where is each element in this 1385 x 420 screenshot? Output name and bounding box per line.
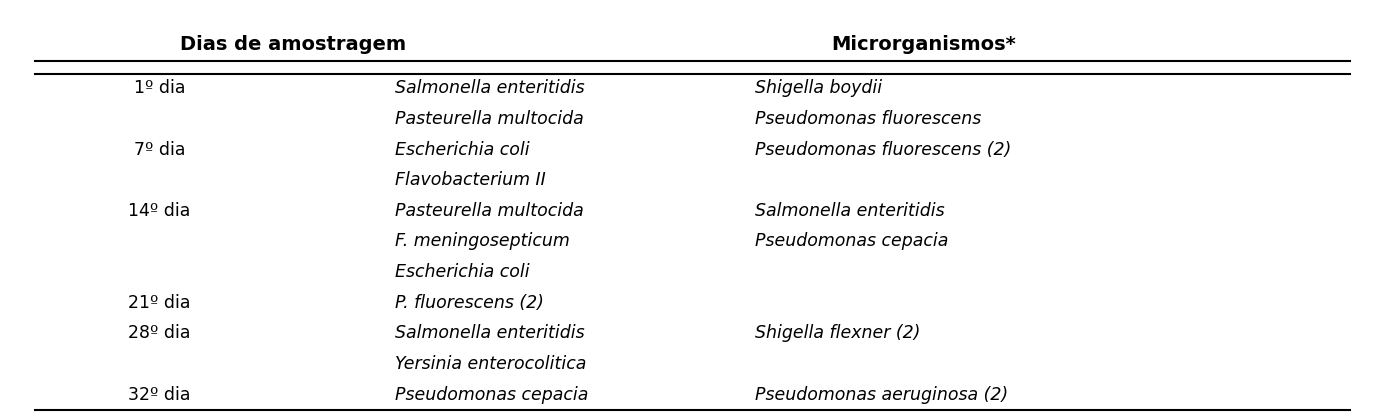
Text: Pseudomonas cepacia: Pseudomonas cepacia xyxy=(395,386,589,404)
Text: Flavobacterium II: Flavobacterium II xyxy=(395,171,546,189)
Text: Yersinia enterocolitica: Yersinia enterocolitica xyxy=(395,355,586,373)
Text: Dias de amostragem: Dias de amostragem xyxy=(180,34,406,54)
Text: Pasteurella multocida: Pasteurella multocida xyxy=(395,202,583,220)
Text: Microrganismos*: Microrganismos* xyxy=(831,34,1015,54)
Text: Pseudomonas fluorescens: Pseudomonas fluorescens xyxy=(755,110,981,128)
Text: Pseudomonas fluorescens (2): Pseudomonas fluorescens (2) xyxy=(755,141,1011,158)
Text: 28º dia: 28º dia xyxy=(127,325,191,342)
Text: Escherichia coli: Escherichia coli xyxy=(395,141,529,158)
Text: F. meningosepticum: F. meningosepticum xyxy=(395,233,569,250)
Text: 7º dia: 7º dia xyxy=(133,141,186,158)
Text: Salmonella enteritidis: Salmonella enteritidis xyxy=(755,202,945,220)
Text: Pasteurella multocida: Pasteurella multocida xyxy=(395,110,583,128)
Text: P. fluorescens (2): P. fluorescens (2) xyxy=(395,294,543,312)
Text: Escherichia coli: Escherichia coli xyxy=(395,263,529,281)
Text: Shigella flexner (2): Shigella flexner (2) xyxy=(755,325,920,342)
Text: Pseudomonas aeruginosa (2): Pseudomonas aeruginosa (2) xyxy=(755,386,1008,404)
Text: 32º dia: 32º dia xyxy=(127,386,191,404)
Text: 1º dia: 1º dia xyxy=(133,79,186,97)
Text: Salmonella enteritidis: Salmonella enteritidis xyxy=(395,79,584,97)
Text: 21º dia: 21º dia xyxy=(127,294,191,312)
Text: Shigella boydii: Shigella boydii xyxy=(755,79,882,97)
Text: 14º dia: 14º dia xyxy=(127,202,191,220)
Text: Pseudomonas cepacia: Pseudomonas cepacia xyxy=(755,233,949,250)
Text: Salmonella enteritidis: Salmonella enteritidis xyxy=(395,325,584,342)
